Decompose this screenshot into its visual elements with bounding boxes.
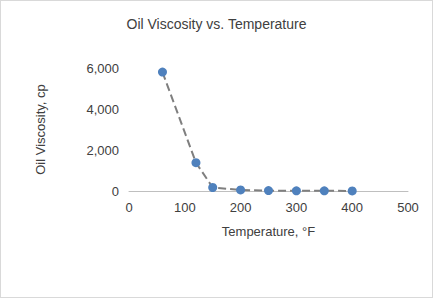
svg-text:0: 0 [112,184,119,199]
svg-text:100: 100 [174,200,196,215]
svg-text:0: 0 [125,200,132,215]
svg-text:200: 200 [230,200,252,215]
svg-text:4,000: 4,000 [86,102,119,117]
svg-text:2,000: 2,000 [86,143,119,158]
svg-text:500: 500 [397,200,419,215]
svg-text:300: 300 [286,200,308,215]
svg-text:Oil Viscosity vs. Temperature: Oil Viscosity vs. Temperature [127,16,307,32]
svg-text:Oil Viscosity, cp: Oil Viscosity, cp [33,84,48,175]
svg-text:Temperature, °F: Temperature, °F [222,224,315,239]
svg-text:6,000: 6,000 [86,61,119,76]
svg-text:400: 400 [341,200,363,215]
